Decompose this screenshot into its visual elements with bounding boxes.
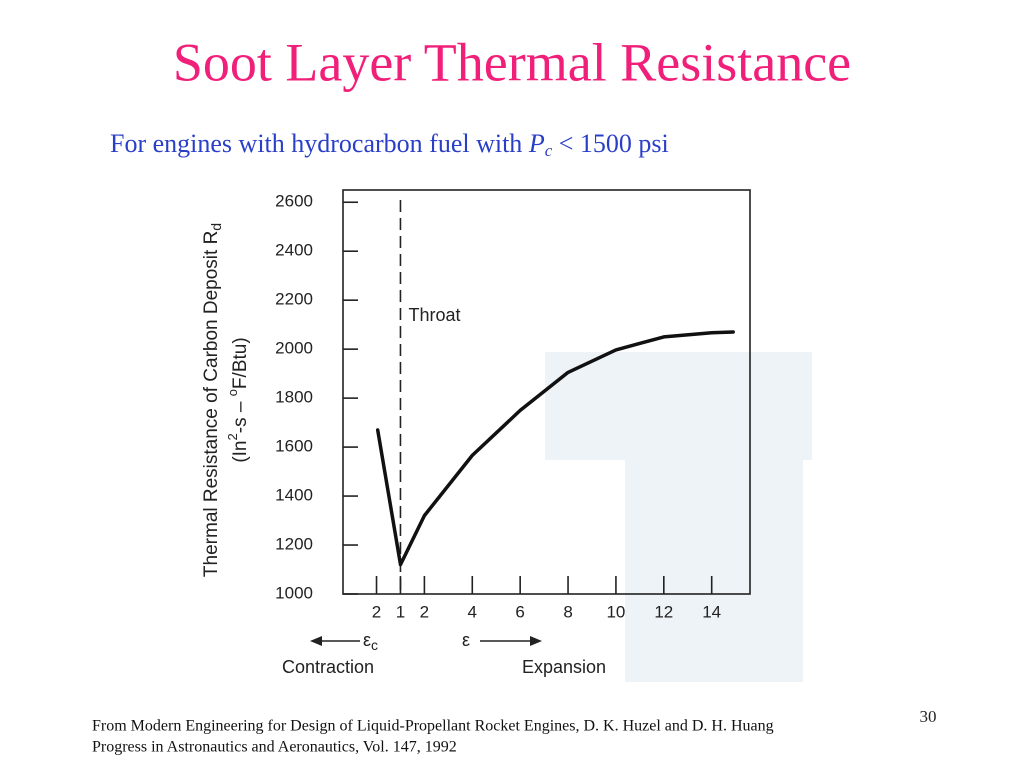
subtitle-subscript: c <box>545 141 553 160</box>
subtitle-text: For engines with hydrocarbon fuel with <box>110 129 529 158</box>
source-line: From Modern Engineering for Design of Li… <box>92 718 774 735</box>
y-tick-label: 2600 <box>275 192 313 211</box>
y-tick-label: 2400 <box>275 241 313 260</box>
data-line <box>375 330 735 567</box>
contraction-label: Contraction <box>282 657 374 677</box>
background-patch <box>545 352 812 460</box>
plot-frame <box>342 189 751 595</box>
subtitle: For engines with hydrocarbon fuel with P… <box>110 129 669 160</box>
units-superscript: 2 <box>225 433 240 440</box>
units-text: (In <box>230 440 251 462</box>
x-tick-label: 4 <box>468 602 477 621</box>
arrow-head <box>310 636 322 646</box>
y-axis-label-subscript: d <box>208 223 224 231</box>
symbol-subscript: c <box>371 637 378 653</box>
subtitle-text: < 1500 psi <box>552 129 669 158</box>
background-patch <box>625 460 803 682</box>
throat-label: Throat <box>408 305 460 325</box>
y-axis-units: (In2-s – oF/Btu) <box>225 337 251 462</box>
y-tick-label: 2200 <box>275 290 313 309</box>
x-tick-label: 1 <box>396 602 405 621</box>
y-tick-label: 1200 <box>275 535 313 554</box>
subtitle-symbol: P <box>528 129 545 158</box>
source-line: Progress in Astronautics and Aeronautics… <box>92 739 457 756</box>
symbol: ε <box>363 630 371 650</box>
y-tick-label: 2000 <box>275 339 313 358</box>
y-axis-title: Thermal Resistance of Carbon Deposit Rd … <box>201 223 251 577</box>
x-tick-label: 2 <box>420 602 429 621</box>
contraction-symbol: εc <box>363 630 378 653</box>
y-axis-label-text: Thermal Resistance of Carbon Deposit R <box>201 231 222 577</box>
slide-title: Soot Layer Thermal Resistance <box>173 32 851 92</box>
units-superscript: o <box>225 389 240 396</box>
units-text: F/Btu) <box>230 337 251 389</box>
x-tick-label: 6 <box>515 602 524 621</box>
y-tick-label: 1600 <box>275 437 313 456</box>
x-tick-label: 8 <box>563 602 572 621</box>
y-tick-label: 1400 <box>275 486 313 505</box>
y-tick-label: 1800 <box>275 388 313 407</box>
arrow-head <box>530 636 542 646</box>
y-tick-label: 1000 <box>275 583 313 602</box>
x-tick-label: 10 <box>606 602 625 621</box>
y-axis-label: Thermal Resistance of Carbon Deposit Rd <box>201 223 224 577</box>
units-text: -s – <box>230 396 251 433</box>
expansion-symbol: ε <box>462 630 470 650</box>
x-tick-label: 2 <box>372 602 381 621</box>
x-tick-label: 14 <box>702 602 721 621</box>
x-tick-label: 12 <box>654 602 673 621</box>
page-number: 30 <box>920 707 937 726</box>
expansion-label: Expansion <box>522 657 606 677</box>
